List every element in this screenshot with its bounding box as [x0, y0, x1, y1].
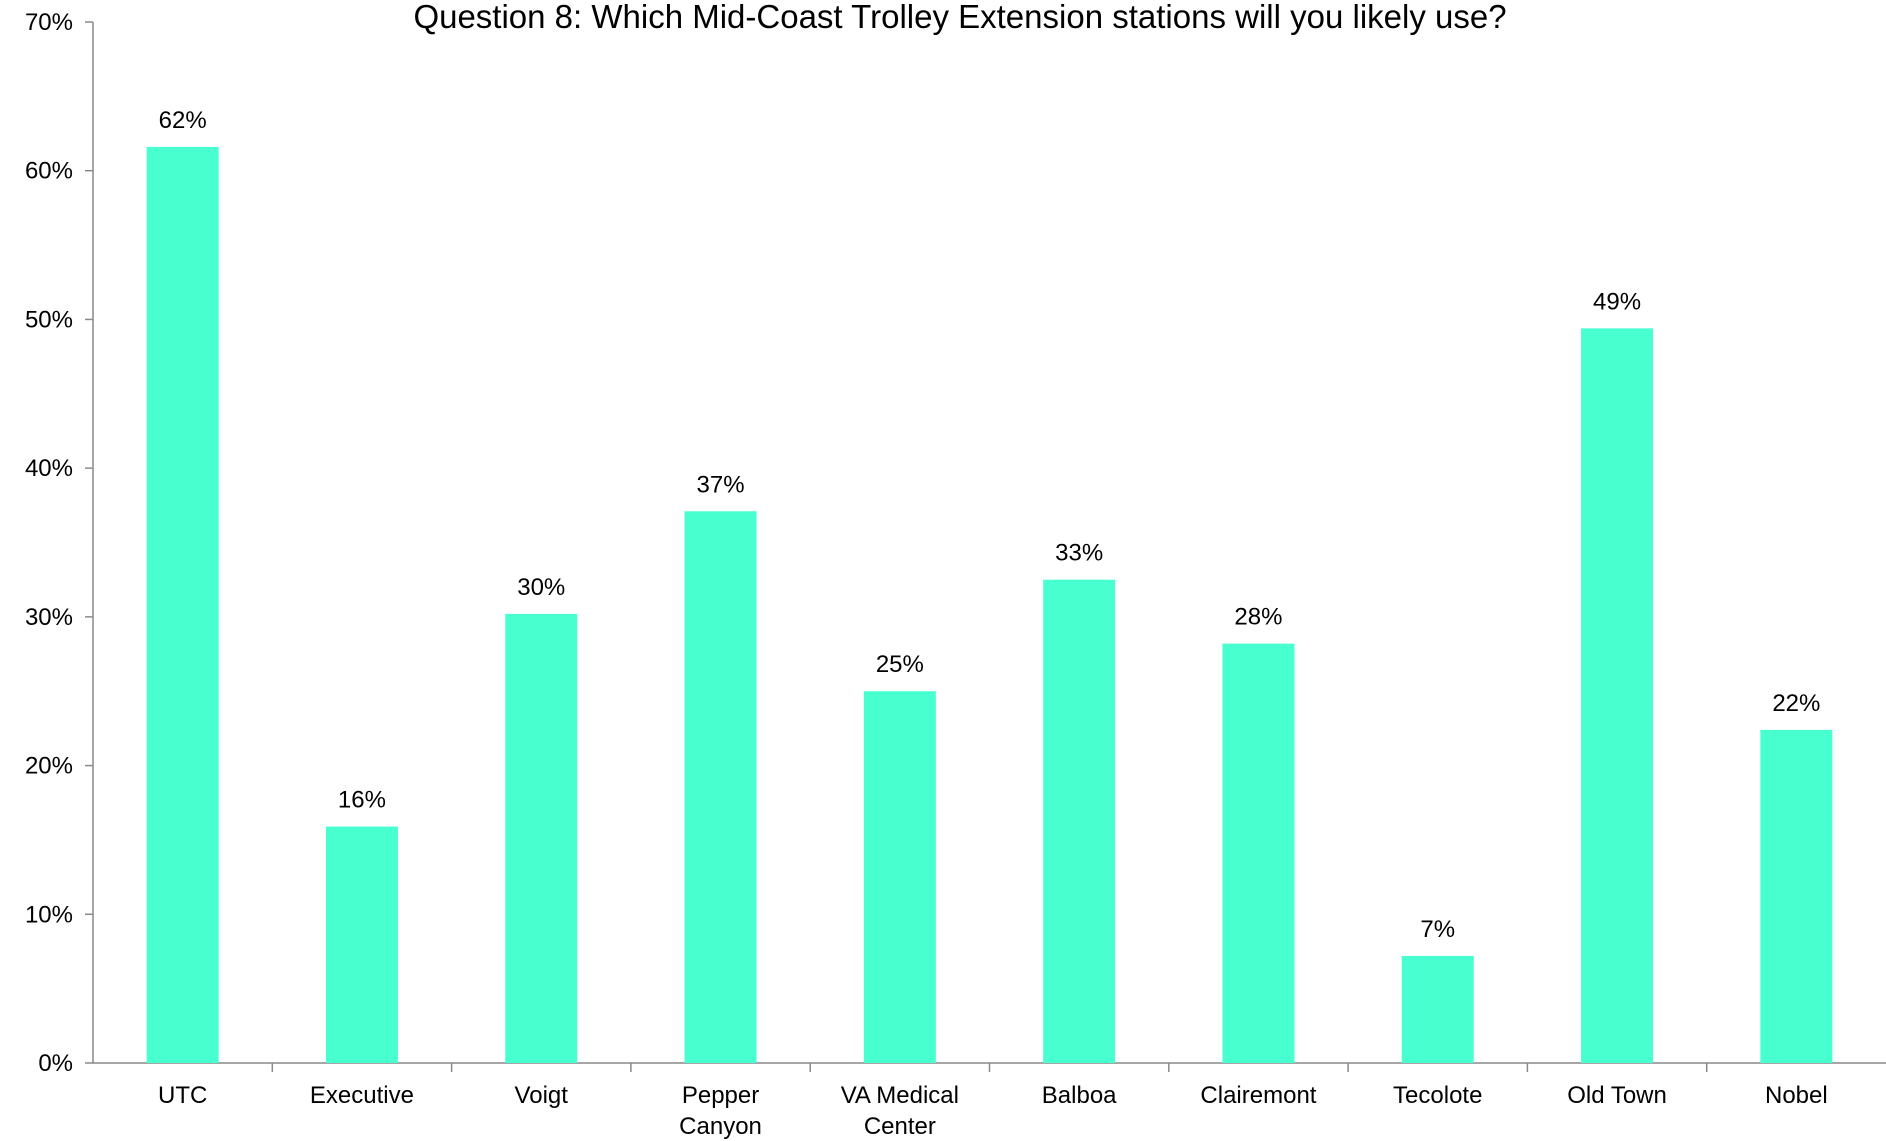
bar: [684, 511, 757, 1063]
category-label: VA Medical Center: [841, 1082, 959, 1140]
y-tick-label: 10%: [25, 901, 73, 928]
data-label: 28%: [1234, 604, 1282, 631]
bar: [1401, 955, 1474, 1063]
y-tick-label: 60%: [25, 158, 73, 185]
data-label: 37%: [697, 471, 745, 498]
data-label: 33%: [1055, 540, 1103, 567]
data-label: 25%: [876, 651, 924, 678]
bar: [1581, 328, 1654, 1063]
category-label: Pepper Canyon: [679, 1082, 762, 1140]
data-label: 16%: [338, 787, 386, 814]
y-tick-label: 50%: [25, 306, 73, 333]
bar: [1222, 643, 1295, 1063]
category-label: Clairemont: [1200, 1082, 1316, 1109]
y-tick-label: 30%: [25, 604, 73, 631]
data-labels: 62% 16% 30% 37% 25% 33% 28% 7% 49% 22%: [159, 107, 1821, 943]
bar: [325, 826, 398, 1063]
x-axis: [93, 1062, 1886, 1072]
y-axis: 0% 10% 20% 30% 40% 50% 60% 70%: [25, 9, 94, 1077]
data-label: 7%: [1420, 916, 1455, 943]
category-label: Executive: [310, 1082, 414, 1109]
category-labels: UTC Executive Voigt Pepper Canyon VA Medical C…: [158, 1082, 1828, 1140]
y-tick-label: 0%: [38, 1050, 73, 1077]
category-label: Nobel: [1765, 1082, 1828, 1109]
category-label: Voigt: [515, 1082, 569, 1109]
data-label: 62%: [159, 107, 207, 134]
bar: [1043, 579, 1116, 1063]
category-label: Tecolote: [1393, 1082, 1482, 1109]
y-tick-label: 70%: [25, 9, 73, 36]
chart-title: Question 8: Which Mid-Coast Trolley Exte…: [413, 0, 1506, 35]
bars: [146, 146, 1833, 1064]
y-tick-label: 20%: [25, 753, 73, 780]
data-label: 22%: [1772, 690, 1820, 717]
bar: [1760, 729, 1833, 1063]
data-label: 30%: [517, 574, 565, 601]
data-label: 49%: [1593, 288, 1641, 315]
category-label: UTC: [158, 1082, 207, 1109]
category-label: Balboa: [1042, 1082, 1117, 1109]
category-label: Old Town: [1567, 1082, 1667, 1109]
bar: [146, 146, 219, 1064]
bar: [505, 613, 578, 1063]
bar: [863, 691, 936, 1063]
y-tick-label: 40%: [25, 455, 73, 482]
